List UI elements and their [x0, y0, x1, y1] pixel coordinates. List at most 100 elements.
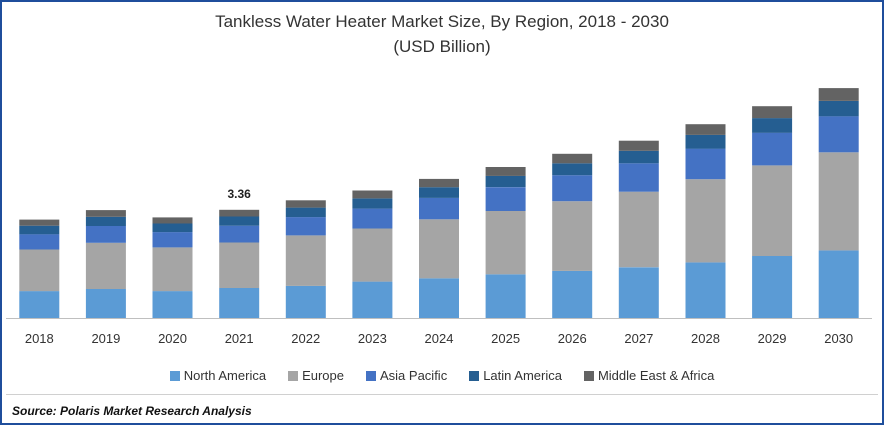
bar-segment-2022-s4 — [285, 200, 326, 208]
bar-segment-2018-s2 — [19, 234, 60, 250]
bar-segment-2027-s3 — [618, 150, 659, 164]
bar-segment-2024-s0 — [419, 278, 459, 318]
bar-segment-2018-s3 — [19, 225, 60, 235]
x-tick-label-2028: 2028 — [691, 331, 720, 346]
bar-segment-2020-s3 — [152, 223, 193, 233]
chart-subtitle: (USD Billion) — [393, 37, 491, 56]
legend-label-s4: Middle East & Africa — [597, 368, 715, 383]
bar-segment-2030-s2 — [818, 116, 859, 153]
bar-segment-2026-s1 — [552, 201, 593, 271]
x-tick-label-2024: 2024 — [425, 331, 454, 346]
bar-segment-2025-s0 — [485, 274, 526, 318]
bar-segment-2029-s3 — [752, 118, 793, 133]
bar-segment-2020-s1 — [152, 247, 193, 292]
data-label-2021: 3.36 — [227, 187, 251, 201]
bar-segment-2023-s2 — [352, 208, 393, 229]
bar-segment-2025-s4 — [485, 167, 526, 176]
bar-segment-2028-s0 — [685, 262, 726, 318]
bar-segment-2027-s4 — [618, 140, 659, 151]
bar-segment-2021-s2 — [219, 225, 260, 243]
bar-segment-2028-s4 — [685, 124, 726, 135]
x-tick-label-2019: 2019 — [91, 331, 120, 346]
bar-segment-2026-s3 — [552, 163, 593, 176]
x-tick-label-2025: 2025 — [491, 331, 520, 346]
bar-segment-2029-s2 — [752, 132, 793, 166]
bar-segment-2027-s2 — [618, 163, 659, 192]
bar-segment-2019-s0 — [85, 289, 126, 318]
bar-segment-2030-s0 — [818, 250, 859, 318]
bar-segment-2027-s0 — [618, 267, 659, 318]
bar-segment-2028-s3 — [685, 134, 726, 149]
bar-segment-2024-s2 — [419, 197, 459, 220]
bar-segment-2021-s0 — [219, 288, 260, 318]
bar-segment-2030-s1 — [818, 152, 859, 251]
x-tick-label-2021: 2021 — [225, 331, 254, 346]
legend-item-s0: North America — [169, 368, 267, 383]
bar-segment-2028-s2 — [685, 148, 726, 180]
chart-legend: North America Europe Asia Pacific Latin Ame… — [2, 368, 882, 383]
bar-segment-2029-s4 — [752, 106, 793, 119]
bar-segment-2021-s3 — [219, 216, 260, 226]
bar-segment-2020-s2 — [152, 232, 193, 248]
bar-segment-2029-s0 — [752, 255, 793, 318]
legend-swatch-s2 — [366, 370, 376, 381]
bar-segment-2019-s2 — [85, 226, 126, 243]
bar-segment-2019-s3 — [85, 216, 126, 226]
bar-segment-2021-s4 — [219, 209, 260, 217]
x-tick-label-2018: 2018 — [25, 331, 54, 346]
legend-swatch-s4 — [583, 370, 594, 381]
legend-swatch-s0 — [169, 370, 180, 381]
source-divider — [6, 394, 878, 395]
bar-segment-2026-s2 — [552, 175, 593, 202]
bar-segment-2021-s1 — [219, 242, 260, 288]
legend-item-s1: Europe — [288, 368, 344, 383]
x-tick-label-2029: 2029 — [758, 331, 787, 346]
x-tick-label-2020: 2020 — [158, 331, 187, 346]
chart-title: Tankless Water Heater Market Size, By Re… — [215, 12, 669, 31]
bar-segment-2022-s1 — [285, 235, 326, 286]
chart-plot: 2018 2019 2020 2021 3.36 2022 2023 2024 2025 2026… — [6, 88, 872, 346]
legend-label-s2: Asia Pacific — [380, 368, 448, 383]
bar-segment-2018-s4 — [19, 219, 60, 226]
bar-segment-2024-s3 — [419, 187, 459, 198]
x-tick-label-2022: 2022 — [291, 331, 320, 346]
bar-segment-2030-s3 — [818, 101, 859, 117]
bar-segment-2023-s4 — [352, 190, 393, 199]
bar-segment-2018-s1 — [19, 249, 60, 292]
bar-segment-2023-s1 — [352, 228, 393, 282]
bar-segment-2026-s4 — [552, 153, 593, 164]
bar-segment-2019-s4 — [85, 210, 126, 217]
bar-segment-2022-s3 — [285, 207, 326, 218]
bar-segment-2023-s3 — [352, 198, 393, 209]
x-tick-label-2030: 2030 — [824, 331, 853, 346]
bar-segment-2024-s4 — [419, 178, 459, 188]
legend-label-s0: North America — [183, 368, 267, 383]
bar-segment-2022-s2 — [285, 217, 326, 236]
bar-segment-2020-s0 — [152, 291, 193, 318]
legend-swatch-s1 — [288, 370, 299, 381]
bar-segment-2028-s1 — [685, 179, 726, 263]
bar-segment-2022-s0 — [285, 285, 326, 318]
bar-segment-2025-s1 — [485, 211, 526, 275]
bar-segment-2027-s1 — [618, 191, 659, 268]
bar-segment-2025-s2 — [485, 187, 526, 211]
bar-segment-2024-s1 — [419, 219, 459, 279]
legend-item-s3: Latin America — [469, 368, 562, 383]
x-tick-label-2026: 2026 — [558, 331, 587, 346]
bar-segment-2030-s4 — [818, 88, 859, 101]
legend-label-s3: Latin America — [483, 368, 562, 383]
legend-swatch-s3 — [469, 370, 480, 381]
x-tick-label-2023: 2023 — [358, 331, 387, 346]
x-tick-label-2027: 2027 — [624, 331, 653, 346]
bar-segment-2029-s1 — [752, 165, 793, 256]
bar-segment-2020-s4 — [152, 217, 193, 224]
legend-item-s2: Asia Pacific — [366, 368, 447, 383]
source-note: Source: Polaris Market Research Analysis — [12, 404, 252, 418]
bar-segment-2018-s0 — [19, 291, 60, 318]
bar-segment-2019-s1 — [85, 242, 126, 289]
legend-item-s4: Middle East & Africa — [583, 368, 715, 383]
bar-segment-2026-s0 — [552, 270, 593, 318]
legend-label-s1: Europe — [302, 368, 344, 383]
bar-segment-2023-s0 — [352, 281, 393, 318]
